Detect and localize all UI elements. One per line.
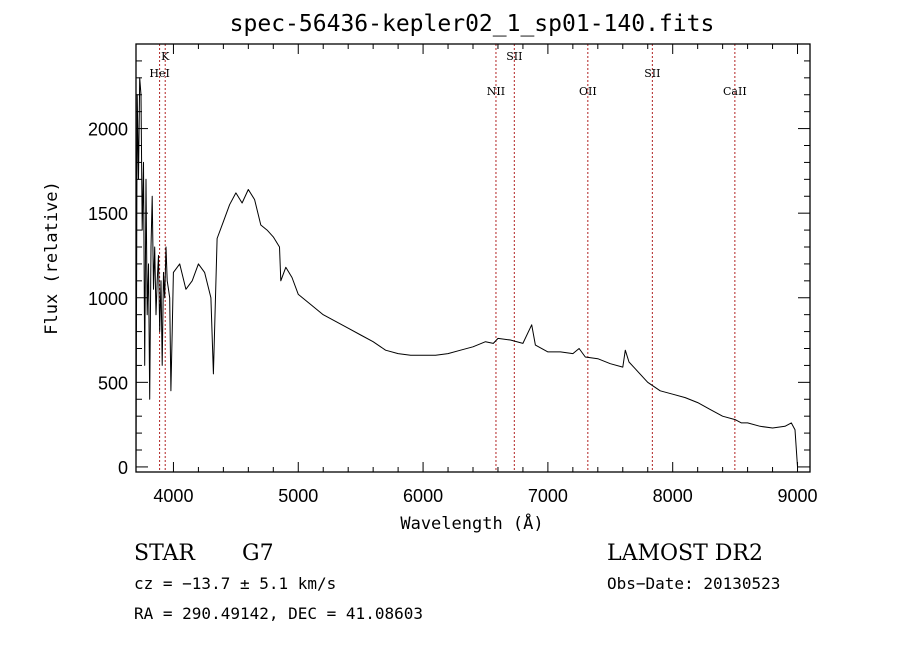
obs-date: Obs−Date: 20130523 [607,574,780,593]
spectral-line-markers: K HeI NII SII OII SII CaII [149,44,747,472]
marker-label-3: SII [506,50,522,63]
marker-label-2: NII [487,85,505,98]
survey-label: LAMOST DR2 [607,541,763,566]
plot-frame [135,43,811,473]
object-subclass: G7 [242,541,274,566]
x-tick-label-5: 9000 [777,486,817,506]
marker-label-4: OII [579,85,597,98]
y-axis-label: Flux (relative) [42,181,62,335]
object-class: STAR [134,541,196,566]
x-tick-label-3: 7000 [528,486,568,506]
y-tick-label-0: 0 [118,458,128,478]
y-tick-label-3: 1500 [88,204,128,224]
x-axis-label: Wavelength (Å) [400,512,543,534]
marker-label-5: SII [644,67,660,80]
y-tick-label-4: 2000 [88,120,128,140]
redshift-cz: cz = −13.7 ± 5.1 km/s [134,574,336,593]
x-tick-label-2: 6000 [403,486,443,506]
axis-ticks: 4000 5000 6000 7000 8000 9000 0 500 1000 1500 2000 [88,44,818,506]
series-layer [135,77,798,467]
x-tick-label-0: 4000 [153,486,193,506]
y-tick-label-2: 1000 [88,289,128,309]
ra-dec: RA = 290.49142, DEC = 41.08603 [134,604,423,623]
marker-label-0: K [161,50,170,63]
spectrum-series-line-0 [135,77,798,467]
x-tick-label-1: 5000 [278,486,318,506]
y-tick-label-1: 500 [98,373,128,393]
chart-title: spec-56436-kepler02_1_sp01-140.fits [230,11,715,37]
marker-label-6: CaII [723,85,747,98]
x-tick-label-4: 8000 [653,486,693,506]
marker-label-1: HeI [149,67,169,80]
